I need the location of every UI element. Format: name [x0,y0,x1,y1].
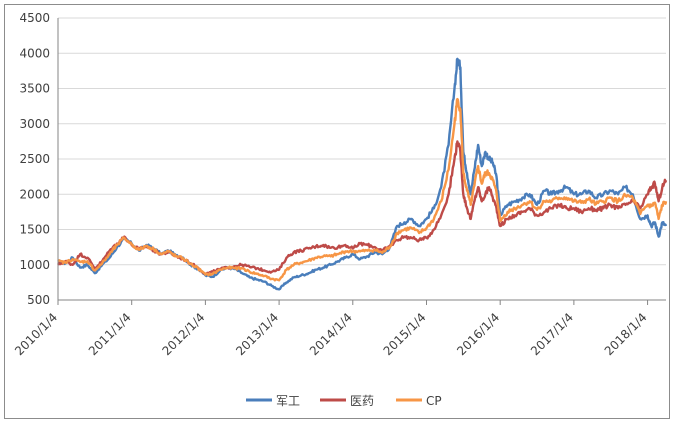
series-line-2 [57,140,668,276]
y-tick-label: 1000 [19,258,50,272]
y-tick-label: 3500 [19,82,50,96]
legend-label: 军工 [276,394,300,408]
y-tick-label: 1500 [19,223,50,237]
series-line-1 [57,57,668,291]
y-tick-label: 4500 [19,11,50,25]
series-lines [57,57,668,291]
x-tick-label: 2016/1/4 [454,310,502,358]
x-tick-label: 2012/1/4 [159,310,207,358]
y-tick-label: 2500 [19,152,50,166]
legend-label: CP [426,394,442,408]
x-tick-label: 2015/1/4 [381,310,429,358]
x-tick-label: 2011/1/4 [86,310,134,358]
y-tick-label: 4000 [19,46,50,60]
x-tick-label: 2018/1/4 [602,310,650,358]
y-tick-label: 3000 [19,117,50,131]
x-tick-label: 2013/1/4 [233,310,281,358]
y-tick-label: 2000 [19,187,50,201]
x-tick-label: 2014/1/4 [307,310,355,358]
x-tick-label: 2010/1/4 [12,310,60,358]
grid-lines [58,17,666,266]
series-line-3 [57,97,668,282]
axes: 500 1000 1500 2000 2500 3000 3500 4000 4500 2010/… [12,11,666,358]
legend: 军工 医药 CP [246,394,442,408]
chart-frame [4,4,670,419]
y-tick-label: 500 [27,293,50,307]
x-tick-label: 2017/1/4 [528,310,576,358]
legend-label: 医药 [350,394,374,408]
